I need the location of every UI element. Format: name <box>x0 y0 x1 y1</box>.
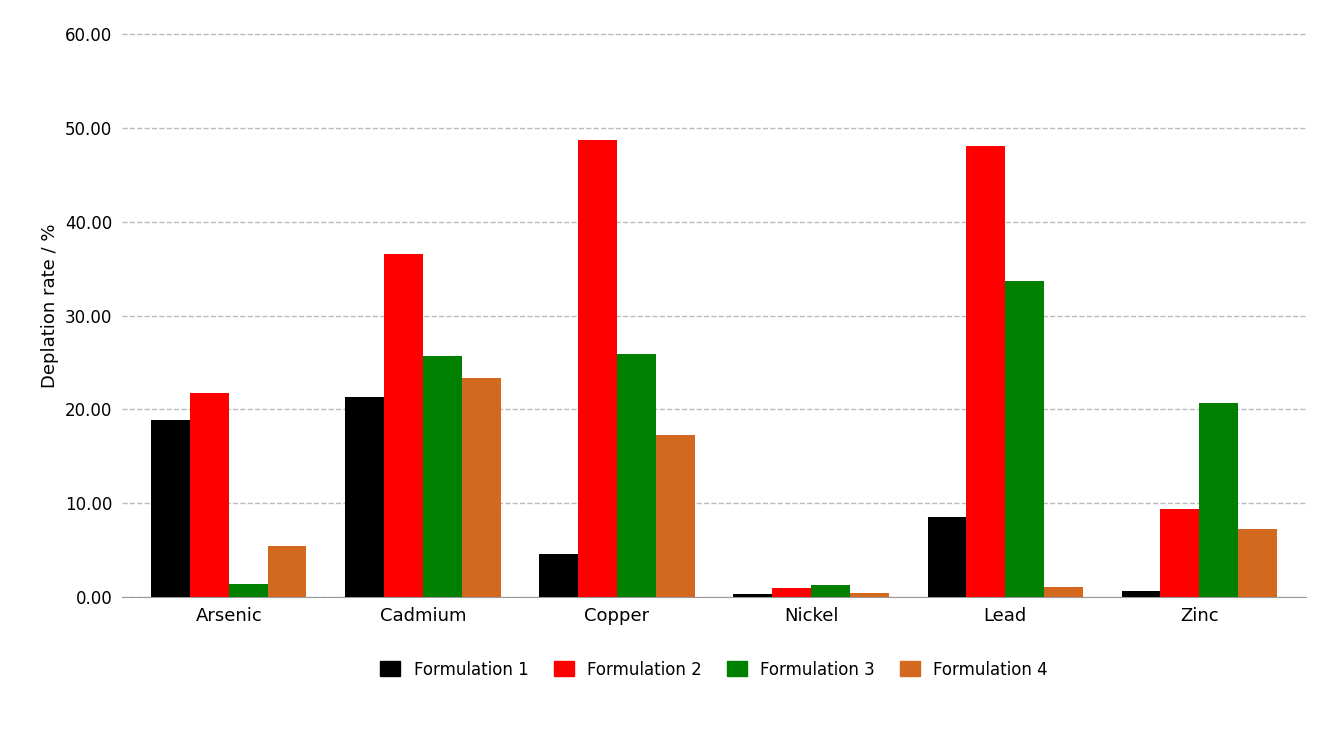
Bar <box>655 435 695 598</box>
Bar <box>617 354 655 598</box>
Bar <box>229 584 268 598</box>
Bar <box>1005 280 1044 598</box>
Bar <box>1238 529 1277 598</box>
Bar <box>423 356 462 598</box>
Bar <box>811 585 849 598</box>
Bar <box>927 516 967 598</box>
Bar <box>773 588 811 598</box>
Bar <box>345 397 384 598</box>
Bar <box>1160 509 1199 598</box>
Bar <box>268 545 306 598</box>
Bar <box>967 145 1005 598</box>
Bar <box>151 420 190 598</box>
Bar <box>462 378 501 598</box>
Bar <box>539 554 579 598</box>
Bar <box>1044 587 1083 598</box>
Bar <box>849 592 889 598</box>
Bar <box>1122 591 1160 598</box>
Y-axis label: Deplation rate / %: Deplation rate / % <box>41 224 59 389</box>
Bar <box>1199 403 1238 598</box>
Legend: Formulation 1, Formulation 2, Formulation 3, Formulation 4: Formulation 1, Formulation 2, Formulatio… <box>373 652 1055 687</box>
Bar <box>190 392 229 598</box>
Bar <box>384 254 423 598</box>
Bar <box>579 140 617 598</box>
Bar <box>733 595 773 598</box>
